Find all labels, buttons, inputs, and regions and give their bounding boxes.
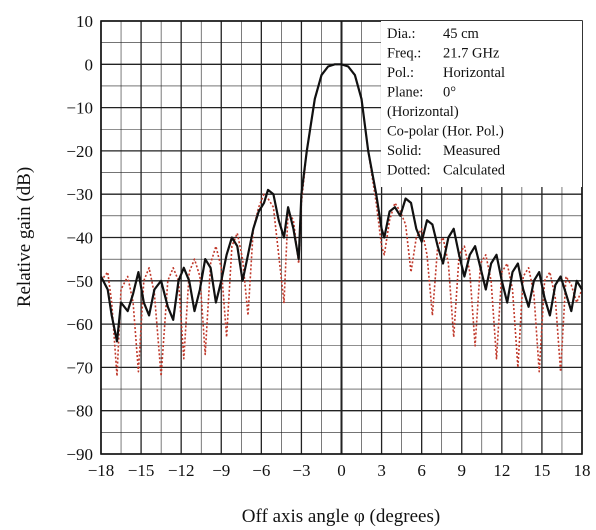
x-tick-labels: −18 −15 −12 −9 −6 −3 0 3 6 9 12 15 18 [88,461,591,480]
y-tick-label: −50 [66,272,93,291]
info-value: Co-polar (Hor. Pol.) [387,124,504,140]
x-tick-label: −15 [128,461,155,480]
x-tick-label: −9 [212,461,230,480]
x-tick-label: 18 [574,461,591,480]
info-value: 21.7 GHz [443,46,500,62]
info-key: Dotted: [387,163,431,179]
plot-frame [100,20,583,455]
info-value: 0° [443,85,456,101]
info-box: Dia.: 45 cm Freq.: 21.7 GHz Pol.: Horizontal P… [381,21,582,187]
pattern-curves [100,63,583,377]
y-tick-label: −70 [66,358,93,377]
y-tick-label: −10 [66,99,93,118]
info-value: Measured [443,143,501,159]
info-key: Pol.: [387,65,414,81]
y-axis-title: Relative gain (dB) [14,167,35,307]
info-key: Plane: [387,85,423,101]
info-value: (Horizontal) [387,104,459,120]
y-tick-label: 0 [85,55,94,74]
x-tick-label: −6 [252,461,270,480]
x-tick-label: 0 [337,461,346,480]
y-tick-label: −20 [66,142,93,161]
x-tick-label: 9 [458,461,467,480]
y-tick-label: −60 [66,315,93,334]
info-key: Freq.: [387,46,421,62]
x-tick-label: 12 [493,461,510,480]
x-tick-label: −12 [168,461,195,480]
series-measured-line [100,63,583,343]
x-tick-label: −18 [88,461,115,480]
info-value: Calculated [443,163,506,179]
y-tick-label: 10 [76,12,93,31]
y-tick-labels: 10 0 −10 −20 −30 −40 −50 −60 −70 −80 −90 [66,12,93,464]
y-tick-label: −30 [66,185,93,204]
y-tick-label: −90 [66,445,93,464]
x-tick-label: 3 [377,461,386,480]
info-key: Solid: [387,143,422,159]
x-tick-label: 6 [417,461,426,480]
x-tick-label: −3 [292,461,310,480]
x-tick-label: 15 [533,461,550,480]
y-tick-label: −40 [66,229,93,248]
info-box-background [381,21,582,187]
info-key: Dia.: [387,26,416,42]
x-axis-title: Off axis angle φ (degrees) [242,506,440,527]
y-tick-label: −80 [66,402,93,421]
info-value: Horizontal [443,65,505,81]
info-value: 45 cm [443,26,480,42]
